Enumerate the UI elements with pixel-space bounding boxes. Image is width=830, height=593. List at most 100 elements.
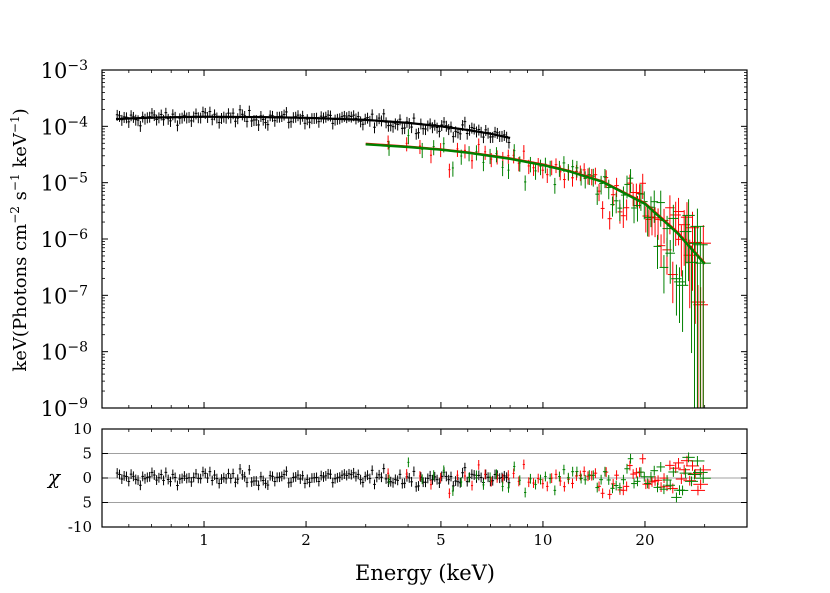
x-tick-label: 20: [635, 531, 654, 549]
residual-point: [139, 480, 142, 491]
residual-point: [343, 469, 346, 479]
residual-point: [331, 477, 335, 488]
data-point: [438, 126, 441, 138]
data-point: [247, 105, 251, 117]
data-point: [484, 124, 488, 136]
residual-point: [591, 470, 596, 481]
residual-point: [463, 462, 467, 473]
data-point: [513, 144, 516, 160]
data-point: [674, 267, 685, 323]
residual-point: [529, 473, 532, 484]
data-point: [394, 118, 397, 130]
residual-point: [683, 475, 697, 486]
residual-point: [136, 475, 140, 486]
data-point: [403, 123, 406, 135]
data-point: [606, 179, 611, 200]
data-point: [524, 175, 527, 191]
data-point: [631, 198, 637, 224]
data-point: [234, 116, 237, 128]
data-point: [414, 128, 418, 140]
residual-point: [465, 476, 469, 487]
residual-point: [495, 469, 498, 480]
data-point: [331, 118, 335, 130]
residual-point: [301, 470, 304, 481]
residual-point: [407, 472, 411, 483]
data-point: [682, 199, 695, 282]
residual-point: [247, 464, 251, 475]
residual-point: [607, 489, 612, 500]
residual-point: [259, 471, 263, 482]
data-point: [456, 142, 459, 157]
data-point: [644, 207, 652, 237]
residual-point: [631, 478, 637, 489]
residual-point: [685, 476, 699, 487]
residual-point: [412, 466, 416, 477]
residual-point: [571, 478, 574, 489]
spectrum-x-ticks: [101, 70, 748, 408]
model-green-curve: [365, 143, 706, 265]
residual-point: [366, 470, 369, 481]
residual-point: [583, 474, 587, 485]
y-tick-label: 10−6: [41, 227, 88, 252]
residual-point: [491, 475, 495, 486]
residual-point: [370, 465, 374, 476]
data-point: [610, 196, 615, 217]
residual-panel: 10 5 0 5 -10 1 2 5 10 20 χ Energy (keV): [46, 420, 748, 585]
residual-point: [296, 470, 300, 481]
data-point: [285, 107, 288, 119]
data-point: [482, 156, 485, 172]
residual-point: [475, 470, 478, 481]
residual-point: [432, 470, 435, 481]
residual-point: [312, 472, 316, 483]
residual-point: [447, 474, 451, 485]
data-point: [620, 207, 626, 228]
residual-point: [373, 479, 376, 490]
residual-x-ticks: 1 2 5 10 20: [101, 429, 748, 549]
residual-point: [571, 466, 575, 477]
residual-point: [472, 470, 476, 480]
residual-point: [548, 473, 552, 484]
data-point: [171, 109, 175, 121]
residual-point: [356, 469, 360, 480]
data-point: [507, 163, 510, 179]
residual-point: [676, 485, 689, 496]
residual-point: [624, 463, 630, 474]
data-point: [122, 111, 126, 123]
residual-point: [428, 470, 432, 481]
residual-point: [599, 474, 604, 485]
residual-point: [122, 471, 126, 481]
residual-point: [305, 474, 309, 485]
residual-point: [176, 480, 179, 491]
residual-point: [224, 473, 228, 484]
data-point: [680, 202, 694, 264]
data-point: [583, 171, 587, 189]
residual-point: [407, 457, 410, 468]
residual-point: [602, 466, 607, 477]
y-tick-label: 10−3: [41, 58, 88, 83]
y-tick-label: 10−9: [41, 396, 88, 421]
residual-point: [482, 479, 485, 490]
resid-y-tick-label: -10: [68, 518, 92, 536]
residual-point: [668, 467, 679, 477]
residual-point: [597, 481, 601, 492]
residual-point: [405, 469, 408, 479]
residual-point: [354, 471, 358, 482]
data-point: [282, 109, 286, 121]
data-point: [507, 149, 510, 164]
residual-point: [352, 467, 355, 478]
residual-point: [159, 469, 163, 480]
residual-point: [183, 471, 186, 481]
data-point: [431, 122, 434, 134]
data-point: [428, 118, 432, 130]
data-point: [382, 108, 386, 120]
residual-point: [470, 469, 474, 480]
residual-point: [620, 485, 626, 496]
residual-point: [368, 473, 372, 484]
residual-point: [178, 474, 182, 485]
residual-point: [377, 469, 381, 480]
data-point: [152, 110, 156, 122]
residual-point: [222, 472, 226, 483]
residual-data: [115, 452, 711, 503]
data-point: [359, 116, 362, 128]
